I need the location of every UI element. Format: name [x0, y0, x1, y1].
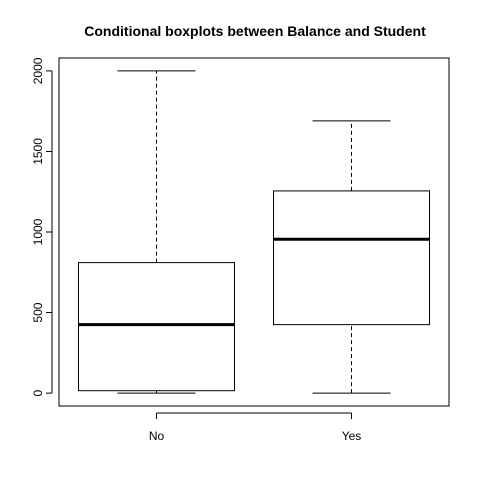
y-tick-label: 2000	[31, 57, 45, 84]
iqr-box	[78, 262, 235, 392]
boxes	[78, 70, 430, 394]
y-axis: 0 500 1000 1500 2000	[31, 57, 53, 396]
y-tick-label: 0	[31, 389, 45, 396]
plot-frame	[58, 57, 450, 407]
box-yes	[273, 120, 430, 394]
y-tick-label: 500	[31, 302, 45, 322]
y-tick-label: 1500	[31, 138, 45, 165]
box-no	[78, 70, 235, 394]
x-axis: No Yes	[149, 412, 362, 443]
x-tick-label: Yes	[342, 429, 362, 443]
chart-title: Conditional boxplots between Balance and…	[84, 23, 426, 39]
x-tick-label: No	[149, 429, 165, 443]
y-tick-label: 1000	[31, 218, 45, 245]
iqr-box	[273, 190, 430, 326]
